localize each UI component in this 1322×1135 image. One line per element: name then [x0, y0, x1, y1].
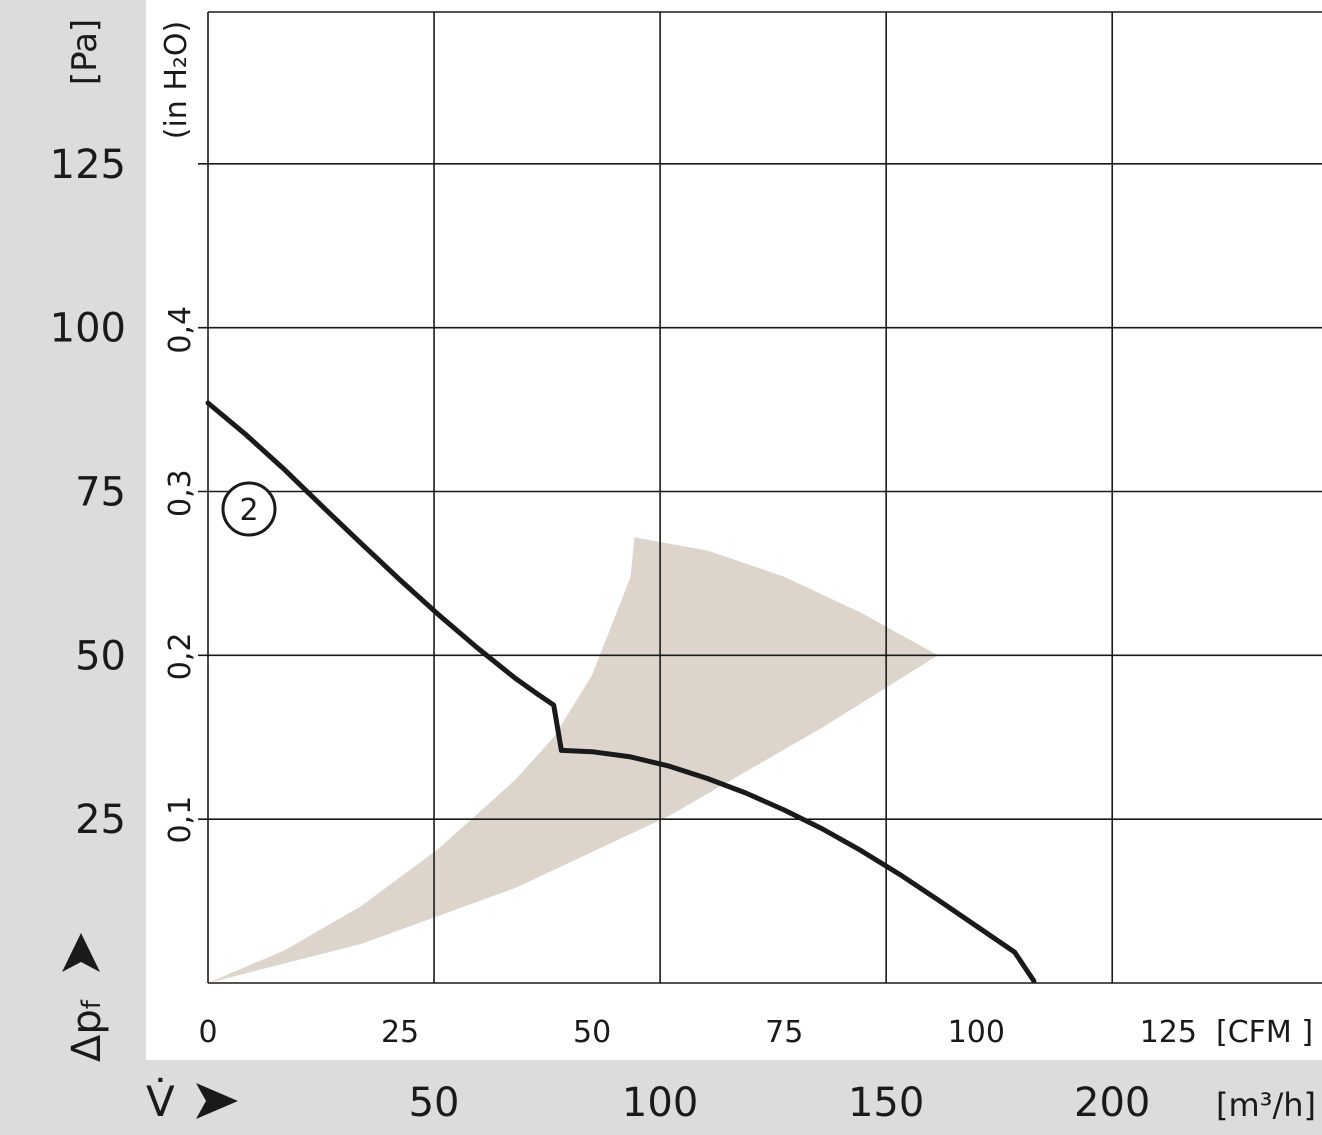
cfm-tick-25: 25 — [381, 1015, 419, 1050]
operating-range-area — [208, 537, 938, 983]
inh2o-tick-2: 0,3 — [163, 469, 198, 517]
m3h-axis-ticks: 50 100 150 200 — [409, 1080, 1151, 1126]
cfm-tick-50: 50 — [573, 1015, 611, 1050]
pa-tick-50: 50 — [75, 633, 126, 679]
pa-tick-100: 100 — [50, 306, 126, 352]
m3h-tick-200: 200 — [1074, 1080, 1150, 1126]
grid — [198, 11, 1322, 984]
inh2o-unit-label: (in H₂O) — [159, 21, 194, 140]
curve-2-marker-label: 2 — [239, 493, 258, 528]
m3h-tick-150: 150 — [848, 1080, 924, 1126]
m3h-tick-50: 50 — [409, 1080, 460, 1126]
cfm-tick-0: 0 — [198, 1015, 217, 1050]
pa-tick-75: 75 — [75, 470, 126, 516]
pressure-axis-symbol: Δpf — [64, 999, 110, 1062]
pa-unit-label: [Pa] — [65, 19, 105, 85]
cfm-tick-75: 75 — [765, 1015, 803, 1050]
m3h-tick-100: 100 — [622, 1080, 698, 1126]
pressure-axis-arrow — [62, 933, 100, 972]
flow-axis-symbol: V̇ — [146, 1077, 175, 1126]
cfm-unit-label: [CFM ] — [1216, 1015, 1313, 1050]
left-band — [0, 0, 146, 1060]
pa-axis-ticks: 25 50 75 100 125 — [50, 142, 126, 843]
inh2o-axis-ticks: 0,1 0,2 0,3 0,4 — [163, 306, 198, 844]
pa-tick-125: 125 — [50, 142, 126, 188]
flow-axis-arrow — [196, 1083, 238, 1119]
m3h-unit-label: [m³/h] — [1216, 1086, 1316, 1124]
performance-curve-2 — [205, 400, 1037, 984]
cfm-tick-100: 100 — [948, 1015, 1005, 1050]
cfm-axis-ticks: 0 25 50 75 100 125 — [198, 1015, 1197, 1050]
inh2o-tick-1: 0,2 — [163, 633, 198, 681]
cfm-tick-125: 125 — [1140, 1015, 1197, 1050]
curve-2-marker-circle — [221, 481, 277, 537]
inh2o-tick-3: 0,4 — [163, 306, 198, 354]
inh2o-tick-0: 0,1 — [163, 796, 198, 844]
pa-tick-25: 25 — [75, 797, 126, 843]
